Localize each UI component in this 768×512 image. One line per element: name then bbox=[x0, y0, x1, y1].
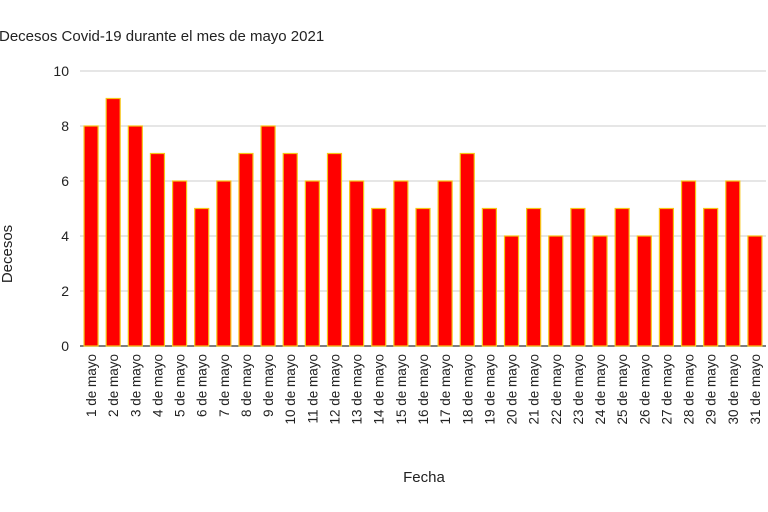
x-tick-label: 14 de mayo bbox=[372, 354, 387, 425]
bar bbox=[658, 207, 675, 347]
bar bbox=[570, 207, 586, 347]
x-tick-label: 4 de mayo bbox=[150, 354, 165, 417]
x-tick-label: 24 de mayo bbox=[593, 354, 608, 425]
x-tick-label: 16 de mayo bbox=[416, 354, 431, 425]
x-tick-label: 7 de mayo bbox=[217, 354, 232, 417]
bar bbox=[216, 180, 232, 347]
x-tick-label: 3 de mayo bbox=[128, 354, 143, 417]
bar bbox=[437, 180, 453, 347]
x-tick-label: 2 de mayo bbox=[106, 354, 121, 417]
bar bbox=[326, 152, 343, 347]
bar bbox=[614, 207, 630, 347]
x-tick-label: 11 de mayo bbox=[305, 354, 320, 424]
x-tick-label: 17 de mayo bbox=[438, 354, 453, 425]
y-axis-ticks: 0 2 4 6 8 10 bbox=[53, 63, 69, 354]
y-tick-label: 10 bbox=[53, 63, 69, 79]
bar bbox=[503, 235, 520, 347]
bar bbox=[171, 180, 188, 347]
bar bbox=[238, 152, 254, 347]
y-tick-label: 0 bbox=[61, 338, 69, 354]
bar bbox=[393, 180, 409, 347]
x-tick-label: 12 de mayo bbox=[327, 354, 342, 425]
x-tick-label: 30 de mayo bbox=[726, 354, 741, 425]
x-tick-label: 1 de mayo bbox=[84, 354, 99, 417]
x-tick-label: 18 de mayo bbox=[460, 354, 475, 425]
y-axis-label: Decesos bbox=[0, 225, 16, 283]
bar bbox=[304, 180, 320, 347]
x-tick-label: 28 de mayo bbox=[682, 354, 697, 425]
chart-title: Decesos Covid-19 durante el mes de mayo … bbox=[0, 28, 324, 45]
y-tick-label: 8 bbox=[61, 118, 69, 134]
x-tick-label: 13 de mayo bbox=[350, 354, 365, 425]
x-tick-label: 27 de mayo bbox=[659, 354, 674, 425]
y-tick-label: 6 bbox=[61, 173, 69, 189]
x-tick-label: 29 de mayo bbox=[704, 354, 719, 425]
x-tick-label: 21 de mayo bbox=[527, 354, 542, 425]
x-axis-label: Fecha bbox=[403, 469, 445, 486]
bar bbox=[592, 235, 608, 347]
bar bbox=[481, 207, 497, 347]
bar bbox=[548, 235, 564, 347]
x-tick-label: 5 de mayo bbox=[173, 354, 188, 417]
x-axis-ticks: 1 de mayo 2 de mayo 3 de mayo 4 de mayo 5 de… bbox=[84, 354, 763, 425]
y-tick-label: 2 bbox=[61, 283, 69, 299]
bar bbox=[260, 125, 276, 347]
x-tick-label: 9 de mayo bbox=[261, 354, 276, 417]
x-tick-label: 8 de mayo bbox=[239, 354, 254, 417]
x-tick-label: 15 de mayo bbox=[394, 354, 409, 425]
bar bbox=[105, 97, 121, 347]
bars bbox=[83, 97, 763, 347]
bar bbox=[371, 207, 387, 347]
bar bbox=[83, 125, 99, 347]
bar bbox=[282, 152, 298, 347]
x-tick-label: 22 de mayo bbox=[549, 354, 564, 425]
bar bbox=[526, 207, 542, 347]
x-tick-label: 23 de mayo bbox=[571, 354, 586, 425]
x-tick-label: 19 de mayo bbox=[482, 354, 497, 425]
x-tick-label: 31 de mayo bbox=[748, 354, 763, 425]
x-tick-label: 6 de mayo bbox=[195, 354, 210, 417]
bar bbox=[149, 152, 166, 347]
x-tick-label: 20 de mayo bbox=[505, 354, 520, 425]
bar bbox=[636, 235, 652, 347]
bar bbox=[680, 180, 697, 347]
bar bbox=[194, 207, 210, 347]
bar bbox=[459, 152, 475, 347]
bar bbox=[725, 180, 741, 347]
x-tick-label: 25 de mayo bbox=[615, 354, 630, 425]
x-tick-label: 10 de mayo bbox=[283, 354, 298, 425]
x-tick-label: 26 de mayo bbox=[637, 354, 652, 425]
bar bbox=[415, 207, 431, 347]
bar bbox=[703, 207, 719, 347]
y-tick-label: 4 bbox=[61, 228, 69, 244]
bar bbox=[349, 180, 365, 347]
bar bbox=[747, 235, 763, 347]
bar bbox=[127, 125, 143, 347]
